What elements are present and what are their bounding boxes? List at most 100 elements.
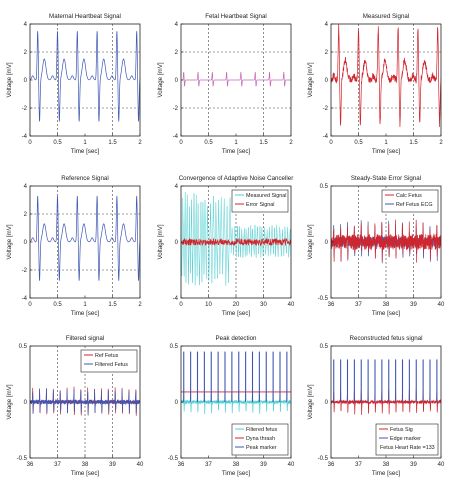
y-tick-label: -0.5 [318,456,329,462]
y-axis-label: Voltage [mV] [6,62,13,97]
x-axis-label: Time [sec] [372,310,401,317]
plot-area [30,386,140,416]
y-axis-label: Voltage [mV] [307,384,314,419]
y-tick-label: 0 [24,240,28,246]
x-tick-label: 1.5 [259,140,268,146]
legend-entry-label: Filtered fetus [246,427,277,433]
series-line [181,71,291,87]
x-tick-label: 40 [288,462,295,468]
legend-entry-label: Peak marker [246,445,277,451]
x-axis-label: Time [sec] [222,148,251,155]
x-axis-label: Time [sec] [71,310,100,317]
x-tick-label: 37 [355,462,362,468]
x-tick-label: 1 [234,140,238,146]
x-tick-label: 40 [137,462,144,468]
series-line [30,195,140,281]
x-tick-label: 39 [410,462,417,468]
x-tick-label: 38 [383,462,390,468]
x-tick-label: 40 [288,302,295,308]
y-axis-label: Voltage [mV] [157,224,164,259]
x-tick-label: 0.5 [204,140,213,146]
plot-area [181,192,291,286]
x-tick-label: 36 [27,462,34,468]
y-tick-label: 0 [325,240,329,246]
legend: Calc Fetus Ref Fetus ECG [381,189,439,213]
y-tick-label: -0.5 [318,296,329,302]
y-axis-label: Voltage [mV] [6,224,13,259]
x-tick-label: 38 [82,462,89,468]
x-tick-label: 0.5 [53,302,62,308]
plot-area [181,351,291,415]
y-tick-label: 2 [325,50,329,56]
series-line [30,388,140,415]
x-axis-label: Time [sec] [372,470,401,477]
y-tick-label: 0.5 [19,344,28,350]
chart-title: Filtered signal [66,335,105,342]
x-tick-label: 0.5 [354,140,363,146]
plot-area [181,71,291,87]
y-tick-label: -4 [22,296,28,302]
y-tick-label: 0 [175,240,179,246]
y-tick-label: 4 [24,184,28,190]
y-tick-label: 2 [175,50,179,56]
x-tick-label: 37 [205,462,212,468]
y-tick-label: 4 [175,22,179,28]
x-tick-label: 0 [329,140,333,146]
plot-area [331,219,441,264]
y-tick-label: 4 [24,22,28,28]
y-tick-label: 4 [175,184,179,190]
chart-title: Reconstructed fetus signal [350,335,423,342]
chart-panel: Measured Signal 0 0.5 1 1.5 2 -4 -2 0 2 4 Time [sec… [307,13,443,155]
x-axis-label: Time [sec] [372,148,401,155]
chart-title: Measured Signal [363,13,409,20]
x-axis-label: Time [sec] [71,470,100,477]
y-tick-label: -4 [22,134,28,140]
legend: Fetus Sig Edge marker Fetus Heart Rate =13… [375,423,439,456]
legend-box [231,189,289,213]
x-tick-label: 2 [289,140,293,146]
plot-area [331,359,441,415]
y-tick-label: 4 [325,22,329,28]
x-tick-label: 1.5 [108,140,117,146]
x-tick-label: 36 [328,462,335,468]
plot-frame [29,185,141,299]
legend-box [80,349,138,373]
y-axis-label: Voltage [mV] [307,224,314,259]
y-tick-label: -2 [22,268,28,274]
x-tick-label: 38 [233,462,240,468]
x-tick-label: 0.5 [53,140,62,146]
legend-entry-label: Dyna thrash [246,436,275,442]
y-tick-label: -0.5 [168,456,179,462]
chart-panel: Peak detection 36 37 38 39 40 -0.5 0 0.5 Time [se… [168,335,295,477]
chart-panel: Reconstructed fetus signal 36 37 38 39 40 -0.5… [307,335,445,477]
chart-panel: Convergence of Adaptive Noise Canceller 0… [157,175,295,317]
legend-entry-label: Fetus Heart Rate =133 [380,445,435,451]
y-tick-label: -4 [173,134,179,140]
chart-panel: Filtered signal 36 37 38 39 40 -0.5 0 0.5 Time [s… [6,335,144,477]
x-axis-label: Time [sec] [222,310,251,317]
chart-panel: Fetal Heartbeat Signal 0 0.5 1 1.5 2 -4 -2 0 2 4 Ti… [157,13,293,155]
legend-entry-label: Calc Fetus [396,193,422,199]
legend: Measured Signal Error Signal [231,189,289,213]
y-tick-label: -2 [323,106,329,112]
chart-title: Maternal Heartbeat Signal [49,13,121,20]
x-tick-label: 30 [260,302,267,308]
y-tick-label: 0 [24,400,28,406]
x-tick-label: 40 [438,302,445,308]
y-tick-label: -2 [22,106,28,112]
x-tick-label: 1 [384,140,388,146]
legend: Filtered fetus Dyna thrash Peak marker [231,423,289,456]
x-tick-label: 39 [109,462,116,468]
y-axis-label: Voltage [mV] [6,384,13,419]
chart-title: Convergence of Adaptive Noise Canceller [179,175,294,182]
x-tick-label: 0 [179,140,183,146]
y-tick-label: -0.5 [17,456,28,462]
x-tick-label: 0 [28,302,32,308]
plot-area [30,195,140,281]
legend-entry-label: Filtered Fetus [95,362,128,368]
y-tick-label: 2 [24,50,28,56]
plot-area [30,31,140,122]
legend-entry-label: Measured Signal [246,193,286,199]
y-tick-label: -4 [323,134,329,140]
